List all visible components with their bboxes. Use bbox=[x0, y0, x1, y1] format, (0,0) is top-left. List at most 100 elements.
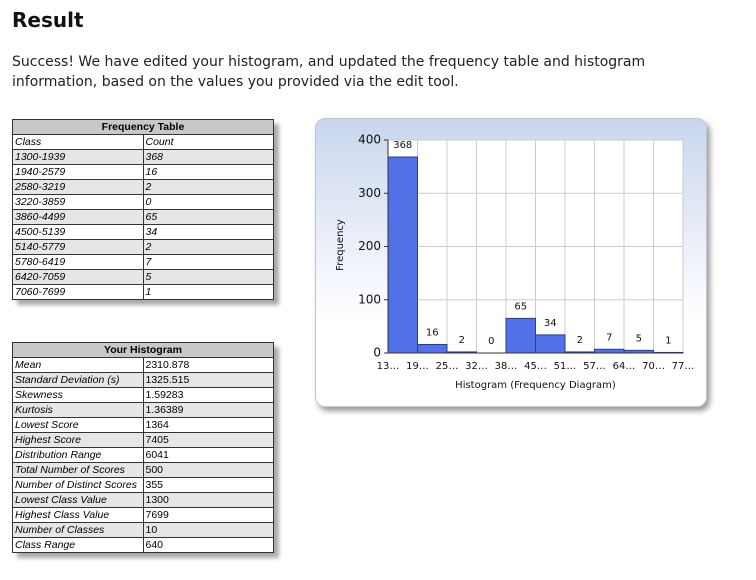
frequency-table: Frequency Table Class Count 1300-1939 368 194… bbox=[12, 119, 274, 300]
value-label: 5 bbox=[636, 333, 642, 344]
label-cell: 1940-2579 bbox=[12, 164, 144, 180]
row: Number of Distinct Scores 355 bbox=[12, 477, 274, 493]
row: Highest Class Value 7699 bbox=[12, 507, 274, 523]
bar bbox=[505, 317, 536, 354]
y-tick-label: 0 bbox=[373, 346, 381, 360]
message: Success! We have edited your histogram, … bbox=[12, 54, 646, 90]
value-cell: 640 bbox=[142, 537, 274, 553]
row: 1940-2579 16 bbox=[12, 164, 274, 180]
value-cell: 7 bbox=[142, 254, 274, 270]
label-cell: Number of Classes bbox=[12, 522, 144, 538]
value-label: 65 bbox=[514, 301, 527, 312]
value-cell: 7405 bbox=[142, 432, 274, 448]
row: Kurtosis 1.36389 bbox=[12, 402, 274, 418]
value-cell: 2 bbox=[142, 239, 274, 255]
row: Mean 2310.878 bbox=[12, 357, 274, 373]
title: Result bbox=[12, 8, 84, 32]
value-label: 1 bbox=[665, 335, 671, 346]
value-cell: 355 bbox=[142, 477, 274, 493]
x-tick-label: 32… bbox=[465, 361, 488, 372]
value-cell: 1.36389 bbox=[142, 402, 274, 418]
column-header: Class bbox=[12, 134, 144, 150]
y-axis-label: Frequency bbox=[335, 219, 346, 271]
label-cell: Mean bbox=[12, 357, 144, 373]
y-tick-label: 400 bbox=[358, 133, 381, 147]
label-cell: Skewness bbox=[12, 387, 144, 403]
value-label: 16 bbox=[426, 327, 439, 338]
value-cell: 1.59283 bbox=[142, 387, 274, 403]
label-cell: 2580-3219 bbox=[12, 179, 144, 195]
row: Total Number of Scores 500 bbox=[12, 462, 274, 478]
y-tick-label: 300 bbox=[358, 186, 381, 200]
column-header: Count bbox=[142, 134, 274, 150]
value-cell: 6041 bbox=[142, 447, 274, 463]
value-cell: 5 bbox=[142, 269, 274, 285]
label-cell: 1300-1939 bbox=[12, 149, 144, 165]
x-tick-label: 25… bbox=[436, 361, 459, 372]
value-cell: 7699 bbox=[142, 507, 274, 523]
bar bbox=[594, 348, 625, 354]
x-tick-label: 51… bbox=[554, 361, 577, 372]
header-row: Your Histogram bbox=[12, 342, 274, 358]
x-axis-label: Histogram (Frequency Diagram) bbox=[455, 380, 616, 391]
row: 7060-7699 1 bbox=[12, 284, 274, 300]
value-cell: 2 bbox=[142, 179, 274, 195]
value-label: 2 bbox=[459, 335, 465, 346]
x-tick-label: 13… bbox=[377, 361, 400, 372]
x-tick-label: 70… bbox=[642, 361, 665, 372]
label-cell: Class Range bbox=[12, 537, 144, 553]
y-tick-label: 200 bbox=[358, 239, 381, 253]
header-row: Frequency Table bbox=[12, 119, 274, 135]
value-label: 7 bbox=[606, 332, 612, 343]
y-tick-label: 100 bbox=[358, 292, 381, 306]
label-cell: 6420-7059 bbox=[12, 269, 144, 285]
value-label: 2 bbox=[577, 335, 583, 346]
x-tick-label: 38… bbox=[495, 361, 518, 372]
row: Skewness 1.59283 bbox=[12, 387, 274, 403]
row: Standard Deviation (s) 1325.515 bbox=[12, 372, 274, 388]
row: Lowest Score 1364 bbox=[12, 417, 274, 433]
label-cell: Number of Distinct Scores bbox=[12, 477, 144, 493]
label-cell: Kurtosis bbox=[12, 402, 144, 418]
value-label: 0 bbox=[488, 336, 494, 347]
row: Class Range 640 bbox=[12, 537, 274, 553]
row: Highest Score 7405 bbox=[12, 432, 274, 448]
x-tick-label: 45… bbox=[524, 361, 547, 372]
value-label: 368 bbox=[393, 140, 412, 151]
label-cell: 3860-4499 bbox=[12, 209, 144, 225]
row: 3860-4499 65 bbox=[12, 209, 274, 225]
value-cell: 1364 bbox=[142, 417, 274, 433]
summary-table: Your Histogram Mean 2310.878 Standard Devia… bbox=[12, 342, 274, 553]
table-title: Your Histogram bbox=[12, 342, 274, 358]
row: Distribution Range 6041 bbox=[12, 447, 274, 463]
value-cell: 1 bbox=[142, 284, 274, 300]
row: 5780-6419 7 bbox=[12, 254, 274, 270]
bar bbox=[387, 156, 418, 354]
label-cell: Standard Deviation (s) bbox=[12, 372, 144, 388]
value-cell: 2310.878 bbox=[142, 357, 274, 373]
label-cell: Distribution Range bbox=[12, 447, 144, 463]
value-cell: 1300 bbox=[142, 492, 274, 508]
value-cell: 1325.515 bbox=[142, 372, 274, 388]
row: Number of Classes 10 bbox=[12, 522, 274, 538]
label-cell: 5140-5779 bbox=[12, 239, 144, 255]
label-cell: Highest Score bbox=[12, 432, 144, 448]
bar bbox=[535, 334, 566, 354]
label-cell: Lowest Score bbox=[12, 417, 144, 433]
table-title: Frequency Table bbox=[12, 119, 274, 135]
label-cell: Highest Class Value bbox=[12, 507, 144, 523]
row: 5140-5779 2 bbox=[12, 239, 274, 255]
label-cell: 3220-3859 bbox=[12, 194, 144, 210]
label-cell: Total Number of Scores bbox=[12, 462, 144, 478]
chart: 0 100 200 300 400 13… 19… 25… 32… 38… 45… 51… 57… 64…… bbox=[335, 133, 695, 392]
row: 1300-1939 368 bbox=[12, 149, 274, 165]
x-tick-label: 77… bbox=[672, 361, 695, 372]
bar bbox=[417, 343, 448, 354]
value-cell: 34 bbox=[142, 224, 274, 240]
value-label: 34 bbox=[544, 318, 557, 329]
row: 6420-7059 5 bbox=[12, 269, 274, 285]
label-cell: Lowest Class Value bbox=[12, 492, 144, 508]
label-cell: 5780-6419 bbox=[12, 254, 144, 270]
value-cell: 10 bbox=[142, 522, 274, 538]
